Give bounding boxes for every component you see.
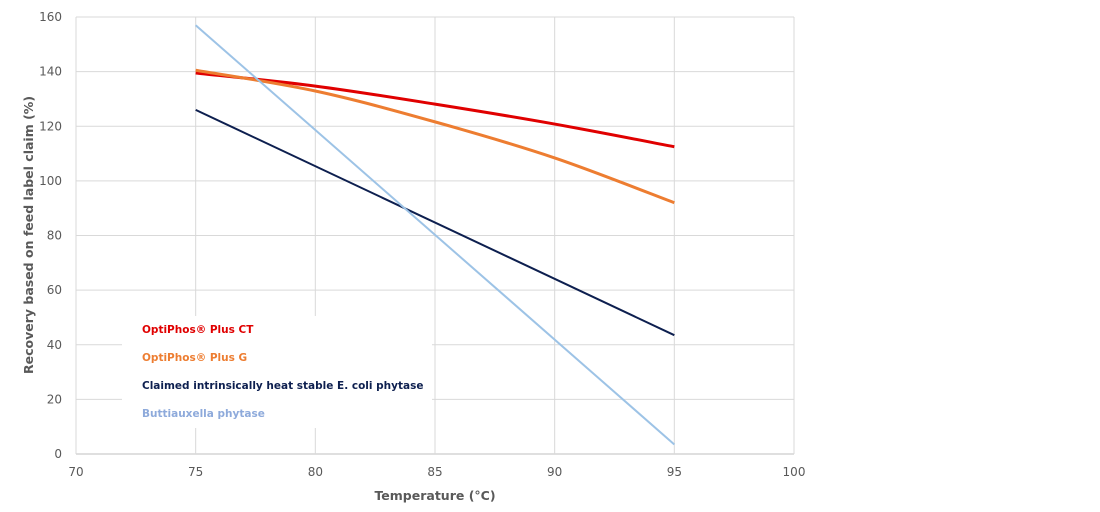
- y-axis-ticks: 0 20 40 60 80 100 120 140 160: [39, 10, 62, 461]
- y-tick-label: 40: [47, 338, 62, 352]
- series-line-1: [195, 71, 675, 149]
- x-tick-label: 75: [188, 465, 203, 479]
- legend-entry: OptiPhos® Plus CT: [142, 324, 254, 336]
- series-line-4: [195, 24, 675, 446]
- x-axis-ticks: 70 75 80 85 90 95 100: [68, 465, 805, 479]
- y-tick-label: 140: [39, 65, 62, 79]
- y-tick-label: 0: [54, 447, 62, 461]
- x-tick-label: 70: [68, 465, 83, 479]
- y-tick-label: 120: [39, 119, 62, 133]
- series-lines: [195, 24, 675, 446]
- legend: OptiPhos® Plus CT OptiPhos® Plus G Claimed…: [122, 316, 432, 428]
- x-tick-label: 100: [783, 465, 806, 479]
- y-tick-label: 80: [47, 229, 62, 243]
- legend-entry: OptiPhos® Plus G: [142, 352, 247, 364]
- x-axis-title: Temperature (°C): [374, 488, 495, 503]
- y-axis-title: Recovery based on feed label claim (%): [21, 96, 36, 374]
- x-tick-label: 85: [427, 465, 442, 479]
- series-line-2: [195, 68, 675, 205]
- x-tick-label: 95: [667, 465, 682, 479]
- y-tick-label: 20: [47, 392, 62, 406]
- legend-box: [122, 316, 432, 428]
- y-tick-label: 100: [39, 174, 62, 188]
- series-line-3: [195, 108, 675, 337]
- x-tick-label: 90: [547, 465, 562, 479]
- y-tick-label: 160: [39, 10, 62, 24]
- y-tick-label: 60: [47, 283, 62, 297]
- legend-entry: Claimed intrinsically heat stable E. col…: [142, 380, 423, 392]
- legend-entry: Buttiauxella phytase: [142, 408, 265, 420]
- x-tick-label: 80: [308, 465, 323, 479]
